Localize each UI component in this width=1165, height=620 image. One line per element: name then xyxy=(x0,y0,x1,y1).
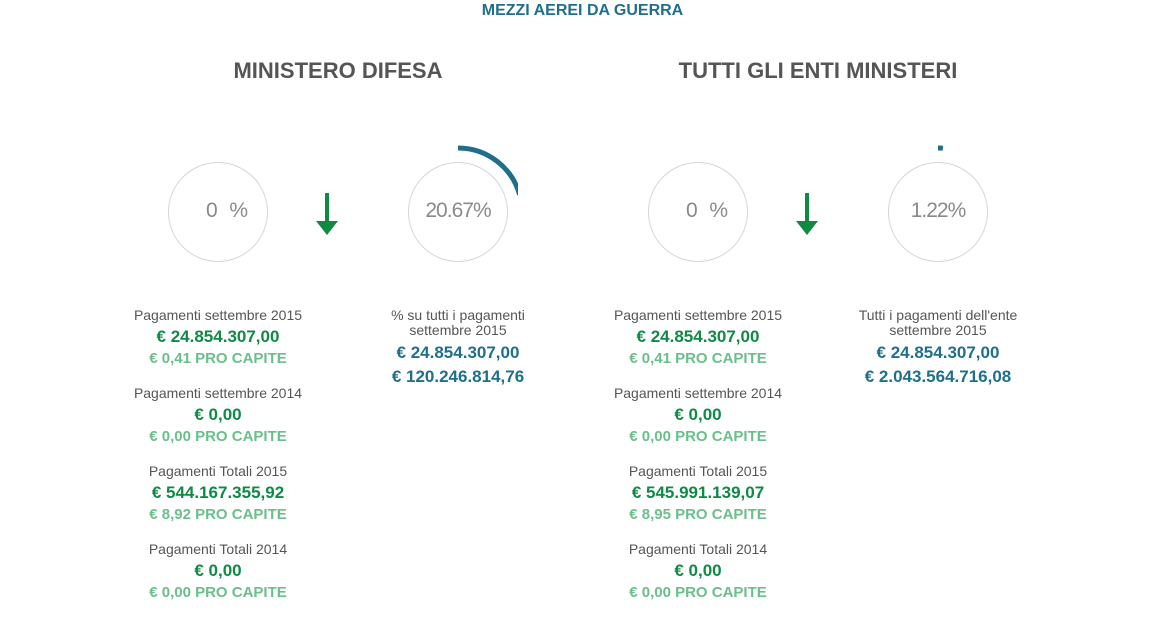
share-label: Tutti i pagamenti dell'ente xyxy=(843,308,1033,323)
payment-block: Pagamenti settembre 2014 € 0,00 € 0,00 P… xyxy=(603,386,793,464)
payment-label: Pagamenti settembre 2014 xyxy=(603,386,793,401)
payment-label: Pagamenti settembre 2014 xyxy=(123,386,313,401)
payment-amount: € 0,00 xyxy=(123,404,313,426)
section-title-tutti-gli-enti: TUTTI GLI ENTI MINISTERI xyxy=(658,58,978,84)
payment-block: Pagamenti settembre 2015 € 24.854.307,00… xyxy=(603,308,793,386)
share-amount: € 24.854.307,00 xyxy=(363,341,553,365)
share-percent: 20.67% xyxy=(408,199,508,223)
payment-amount: € 24.854.307,00 xyxy=(123,326,313,348)
share-label-date: settembre 2015 xyxy=(843,323,1033,338)
payment-amount: € 24.854.307,00 xyxy=(603,326,793,348)
share-column: % su tutti i pagamenti settembre 2015 € … xyxy=(363,308,553,389)
change-percent: 0 % xyxy=(177,199,277,223)
payment-block: Pagamenti Totali 2015 € 544.167.355,92 €… xyxy=(123,464,313,542)
payment-block: Pagamenti Totali 2015 € 545.991.139,07 €… xyxy=(603,464,793,542)
share-percent: 1.22% xyxy=(888,199,988,223)
payment-block: Pagamenti Totali 2014 € 0,00 € 0,00 PRO … xyxy=(123,542,313,620)
payment-amount: € 0,00 xyxy=(603,404,793,426)
payment-label: Pagamenti Totali 2014 xyxy=(603,542,793,557)
payment-per-capita: € 8,92 PRO CAPITE xyxy=(123,504,313,526)
share-total: € 2.043.564.716,08 xyxy=(843,365,1033,389)
payment-label: Pagamenti settembre 2015 xyxy=(603,308,793,323)
payment-per-capita: € 8,95 PRO CAPITE xyxy=(603,504,793,526)
share-ring xyxy=(878,138,998,258)
payment-per-capita: € 0,41 PRO CAPITE xyxy=(123,348,313,370)
down-arrow-icon xyxy=(794,191,820,237)
payment-block: Pagamenti Totali 2014 € 0,00 € 0,00 PRO … xyxy=(603,542,793,620)
payment-block: Pagamenti settembre 2014 € 0,00 € 0,00 P… xyxy=(123,386,313,464)
payment-block: Pagamenti settembre 2015 € 24.854.307,00… xyxy=(123,308,313,386)
page-title: MEZZI AEREI DA GUERRA xyxy=(0,2,1165,20)
payment-label: Pagamenti Totali 2014 xyxy=(123,542,313,557)
payments-column: Pagamenti settembre 2015 € 24.854.307,00… xyxy=(603,308,793,620)
share-total: € 120.246.814,76 xyxy=(363,365,553,389)
share-column: Tutti i pagamenti dell'ente settembre 20… xyxy=(843,308,1033,389)
share-label: % su tutti i pagamenti xyxy=(363,308,553,323)
down-arrow-icon xyxy=(314,191,340,237)
share-label-date: settembre 2015 xyxy=(363,323,553,338)
payment-per-capita: € 0,00 PRO CAPITE xyxy=(123,426,313,448)
payment-amount: € 545.991.139,07 xyxy=(603,482,793,504)
share-ring xyxy=(398,138,518,258)
share-ring-arc xyxy=(458,148,518,195)
share-amount: € 24.854.307,00 xyxy=(843,341,1033,365)
payment-label: Pagamenti Totali 2015 xyxy=(123,464,313,479)
payment-amount: € 544.167.355,92 xyxy=(123,482,313,504)
payment-label: Pagamenti Totali 2015 xyxy=(603,464,793,479)
change-percent: 0 % xyxy=(657,199,757,223)
section-title-ministero-difesa: MINISTERO DIFESA xyxy=(188,58,488,84)
payment-amount: € 0,00 xyxy=(123,560,313,582)
payment-per-capita: € 0,00 PRO CAPITE xyxy=(603,426,793,448)
payment-amount: € 0,00 xyxy=(603,560,793,582)
payments-column: Pagamenti settembre 2015 € 24.854.307,00… xyxy=(123,308,313,620)
payment-per-capita: € 0,41 PRO CAPITE xyxy=(603,348,793,370)
payment-label: Pagamenti settembre 2015 xyxy=(123,308,313,323)
